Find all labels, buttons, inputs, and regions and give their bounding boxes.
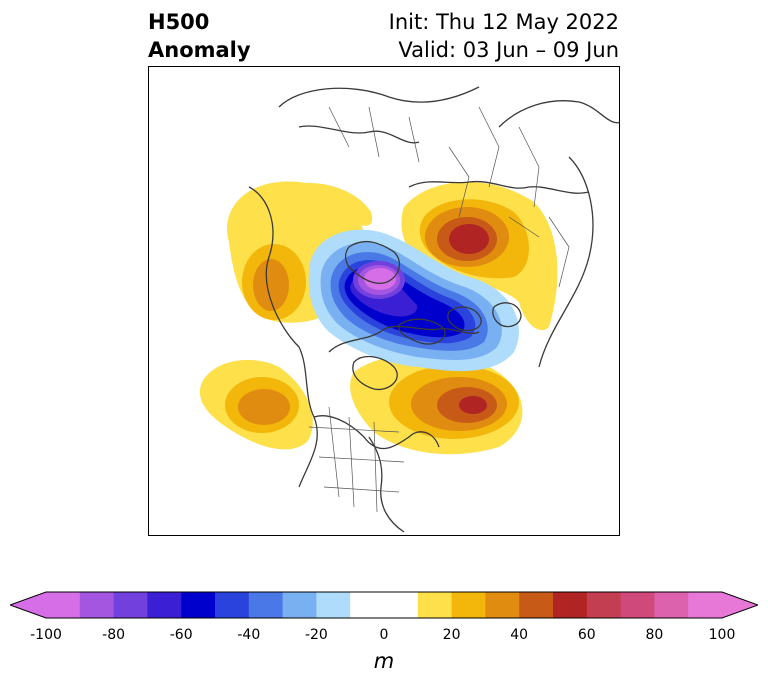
colorbar-tick-label: -60 bbox=[169, 627, 193, 643]
title-valid-range: Valid: 03 Jun – 09 Jun bbox=[398, 38, 619, 62]
colorbar-bin bbox=[417, 592, 453, 618]
colorbar-tick-label: -20 bbox=[304, 627, 328, 643]
colorbar-unit-label: m bbox=[373, 649, 395, 673]
colorbar bbox=[10, 591, 758, 619]
colorbar-bin bbox=[181, 592, 216, 618]
colorbar-tick-label: -40 bbox=[237, 627, 261, 643]
colorbar-bin bbox=[113, 592, 148, 618]
political-borders bbox=[308, 106, 570, 513]
colorbar-extend-min bbox=[10, 592, 46, 618]
colorbar-bin bbox=[553, 592, 588, 618]
colorbar-tick-label: 60 bbox=[577, 627, 596, 643]
colorbar-bin bbox=[485, 592, 520, 618]
colorbar-bin bbox=[654, 592, 689, 618]
colorbar-bin bbox=[79, 592, 115, 618]
anomaly-ridge-atlantic bbox=[350, 354, 523, 455]
colorbar-tick-label: -80 bbox=[102, 627, 126, 643]
anomaly-ridge-pacific bbox=[199, 359, 313, 450]
colorbar-tick-label: 80 bbox=[645, 627, 664, 643]
colorbar-bin bbox=[519, 592, 554, 618]
coastlines bbox=[248, 86, 619, 533]
colorbar-tick-label: 40 bbox=[510, 627, 529, 643]
colorbar-bin bbox=[282, 592, 317, 618]
anomaly-ridge-west bbox=[227, 181, 373, 323]
colorbar-extend-max bbox=[722, 592, 758, 618]
colorbar-tick-label: -100 bbox=[30, 627, 62, 643]
colorbar-bin bbox=[688, 592, 723, 618]
colorbar-bin bbox=[248, 592, 284, 618]
colorbar-bin bbox=[350, 592, 385, 618]
colorbar-bin bbox=[215, 592, 250, 618]
anomaly-map bbox=[148, 66, 620, 536]
colorbar-bin bbox=[147, 592, 182, 618]
colorbar-tick-label: 0 bbox=[379, 627, 389, 643]
title-init-date: Init: Thu 12 May 2022 bbox=[388, 10, 619, 34]
colorbar-bin bbox=[316, 592, 351, 618]
colorbar-bin bbox=[46, 592, 81, 618]
colorbar-bin bbox=[620, 592, 655, 618]
title-variable: H500 bbox=[148, 10, 210, 34]
colorbar-bin bbox=[451, 592, 486, 618]
title-right: Init: Thu 12 May 2022 Valid: 03 Jun – 09… bbox=[389, 8, 619, 64]
title-left: H500 Anomaly bbox=[148, 8, 251, 64]
colorbar-tick-label: 20 bbox=[442, 627, 461, 643]
colorbar-bin bbox=[586, 592, 622, 618]
anomaly-ridge-eurasia bbox=[401, 181, 558, 331]
colorbar-bin bbox=[384, 592, 419, 618]
title-type: Anomaly bbox=[148, 38, 251, 62]
colorbar-tick-label: 100 bbox=[708, 627, 736, 643]
